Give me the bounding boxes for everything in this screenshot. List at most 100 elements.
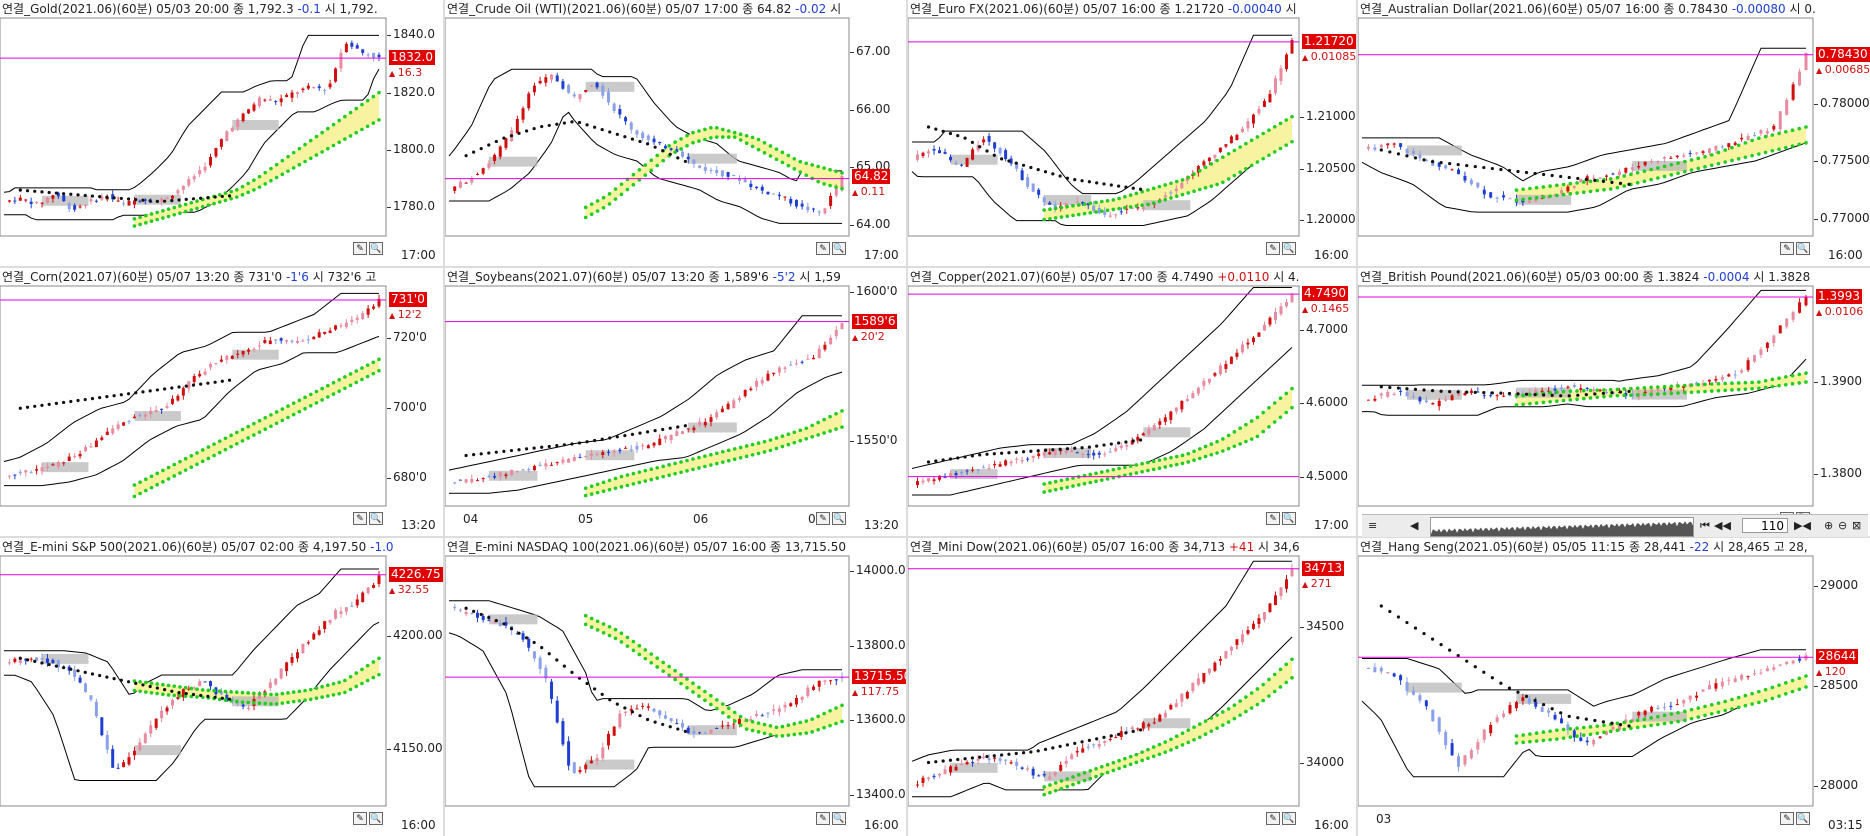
candle-body [1373,147,1377,150]
lagging-line-point [532,640,536,645]
panel-separator[interactable] [1356,0,1358,836]
plot-area[interactable] [908,538,1300,836]
overview-strip[interactable] [1430,517,1694,537]
panel-separator[interactable] [0,536,1870,538]
slow-ma-point [1703,165,1707,169]
slow-ma-point [138,222,142,227]
scroll-prev-icon[interactable]: ◀◀ [1714,519,1731,532]
fast-ma-point [685,458,689,463]
plot-area[interactable] [0,268,387,536]
plot-area[interactable] [445,0,850,266]
candle-body [1424,700,1428,707]
y-axis: 1840.0 1820.0 1800.0 1780.0 1832.0 ▲ 16.3 [387,0,443,266]
chart-panel[interactable]: 연결_Soybeans(2021.07)(60분) 05/07 13:20 종 … [445,268,906,536]
zoom-in-icon[interactable]: ⊕ [1824,519,1834,532]
slow-ma-point [235,699,239,704]
lagging-line-point [134,198,138,202]
zoom-button[interactable]: 🔍 [1282,512,1296,525]
fit-icon[interactable]: ⊠ [1852,519,1862,532]
zoom-button[interactable]: 🔍 [1282,812,1296,825]
lagging-line-point [661,722,665,727]
zoom-button[interactable]: 🔍 [1282,242,1296,255]
plot-area[interactable] [0,538,387,836]
fast-ma-point [1514,188,1519,192]
panel-separator[interactable] [906,0,908,836]
plot-area[interactable] [1358,538,1814,836]
fast-ma-point [1042,482,1046,486]
edit-button[interactable]: ✎ [1780,812,1794,825]
bar-count-input[interactable]: 110 [1742,518,1788,533]
plot-area[interactable] [1358,0,1814,266]
extra-value: 시 4. [1273,270,1300,284]
chart-panel[interactable]: 연결_Crude Oil (WTI)(2021.06)(60분) 05/07 1… [445,0,906,266]
edit-button[interactable]: ✎ [1266,512,1280,525]
zoom-button[interactable]: 🔍 [832,242,846,255]
panel-separator[interactable] [443,0,445,836]
chart-panel[interactable]: 연결_Australian Dollar(2021.06)(60분) 05/07… [1358,0,1870,266]
plot-area[interactable] [908,0,1300,266]
plot-area[interactable] [908,268,1300,536]
candle-body [252,348,256,350]
lagging-line-point [1138,728,1143,732]
slow-ma-point [631,182,636,187]
chart-panel[interactable]: 연결_E-mini NASDAQ 100(2021.06)(60분) 05/07… [445,538,906,836]
edit-button[interactable]: ✎ [816,512,830,525]
zoom-out-icon[interactable]: ⊖ [1838,519,1848,532]
chart-tool-buttons: ✎🔍 [1266,812,1296,825]
candle-body [29,472,33,474]
zoom-button[interactable]: 🔍 [832,512,846,525]
slow-ma-point [1082,481,1087,486]
fast-ma-point [360,366,364,370]
candle-body [1147,429,1151,435]
candle-body [954,162,958,165]
candle-body [1720,376,1724,380]
scroll-right-icon[interactable]: ▶◀ [1794,519,1811,532]
fast-ma-point [1790,678,1795,683]
y-tick-label: 1.21000 [1306,108,1356,123]
edit-button[interactable]: ✎ [1266,242,1280,255]
fast-ma-point [246,691,250,695]
candle-body [339,52,343,69]
chart-panel[interactable]: 연결_Copper(2021.07)(60분) 05/07 17:00 종 4.… [908,268,1356,536]
chart-panel[interactable]: 연결_Corn(2021.07)(60분) 05/07 13:20 종 731'… [0,268,443,536]
slow-ma-point [1272,689,1277,694]
chart-panel[interactable]: 연결_E-mini S&P 500(2021.06)(60분) 05/07 02… [0,538,443,836]
edit-button[interactable]: ✎ [353,512,367,525]
slow-ma-point [206,203,211,208]
plot-area[interactable] [445,538,850,836]
zoom-button[interactable]: 🔍 [1796,242,1810,255]
edit-button[interactable]: ✎ [816,242,830,255]
zoom-button[interactable]: 🔍 [1796,812,1810,825]
chart-panel[interactable]: 연결_Mini Dow(2021.06)(60분) 05/07 16:00 종 … [908,538,1356,836]
plot-area[interactable] [445,268,850,536]
chart-scrollbar[interactable]: ≡ ◀ ⏮ ◀◀ ⊕ ⊖ ⊠ 110 ▶◀ [1362,514,1868,537]
edit-button[interactable]: ✎ [1780,242,1794,255]
lagging-line-point [532,126,536,131]
slow-ma-point [601,206,606,210]
scroll-left-icon[interactable]: ◀ [1410,519,1419,532]
chart-panel[interactable]: 연결_Gold(2021.06)(60분) 05/03 20:00 종 1,79… [0,0,443,266]
upper-band [911,287,1292,469]
scroll-first-icon[interactable]: ⏮ [1700,519,1710,532]
plot-area[interactable] [0,0,387,266]
plot-area[interactable] [1358,268,1814,536]
upper-band [911,560,1292,762]
panel-separator[interactable] [0,266,1870,268]
edit-button[interactable]: ✎ [353,242,367,255]
zoom-button[interactable]: 🔍 [369,512,383,525]
candle-body [1097,208,1101,214]
edit-button[interactable]: ✎ [816,812,830,825]
chart-panel[interactable]: 연결_Hang Seng(2021.05)(60분) 05/05 11:15 종… [1358,538,1870,836]
current-change-label: ▲ 0.0106 [1816,305,1863,318]
chart-panel[interactable]: 연결_British Pound(2021.06)(60분) 05/03 00:… [1358,268,1870,536]
edit-button[interactable]: ✎ [353,812,367,825]
zoom-button[interactable]: 🔍 [832,812,846,825]
lagging-line-point [1379,604,1383,608]
lagging-line-point [653,429,657,433]
slow-ma-point [1255,702,1260,707]
chart-panel[interactable]: 연결_Euro FX(2021.06)(60분) 05/07 16:00 종 1… [908,0,1356,266]
upper-band [448,68,842,182]
zoom-button[interactable]: 🔍 [369,242,383,255]
zoom-button[interactable]: 🔍 [369,812,383,825]
edit-button[interactable]: ✎ [1266,812,1280,825]
